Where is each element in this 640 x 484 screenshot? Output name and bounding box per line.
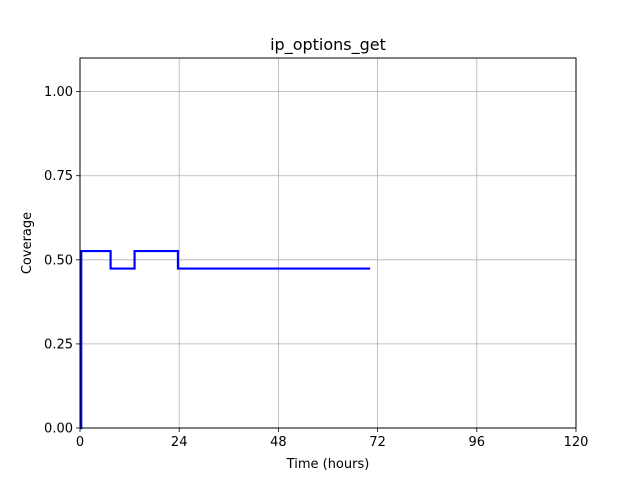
plot-area-background — [80, 58, 576, 428]
y-tick-label: 0.00 — [44, 422, 73, 437]
chart-title: ip_options_get — [270, 35, 386, 55]
series-layer — [80, 249, 371, 430]
x-tick-label: 0 — [76, 435, 84, 450]
y-tick-label: 0.25 — [44, 337, 73, 352]
x-tick-label: 72 — [369, 435, 386, 450]
x-tick-label: 24 — [171, 435, 188, 450]
x-tick-label: 48 — [270, 435, 287, 450]
y-tick-label: 0.75 — [44, 169, 73, 184]
x-axis-label: Time (hours) — [286, 457, 370, 472]
y-tick-label: 0.50 — [44, 253, 73, 268]
y-axis-label: Coverage — [20, 212, 35, 274]
y-tick-label: 1.00 — [44, 85, 73, 100]
grid-layer — [79, 58, 577, 429]
plot-frame — [79, 57, 577, 429]
x-tick-label: 96 — [469, 435, 486, 450]
x-tick-label: 120 — [564, 435, 589, 450]
tick-layer: 0 24 48 72 96 120 0.00 0.25 0.50 0.75 1.00 — [44, 85, 588, 450]
coverage-series-line — [80, 249, 371, 430]
